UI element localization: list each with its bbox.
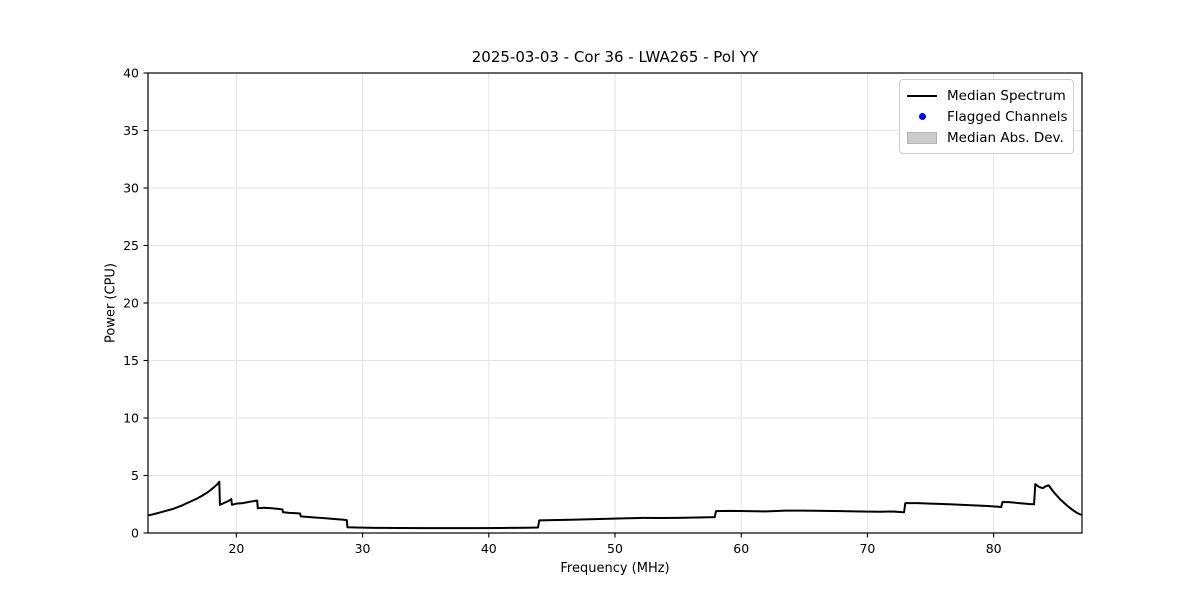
flagged-channels-dot-icon — [907, 113, 937, 120]
y-tick-label: 25 — [123, 238, 139, 253]
legend-item-median-abs-dev: Median Abs. Dev. — [907, 127, 1065, 148]
x-tick-label: 20 — [228, 541, 244, 556]
x-tick-label: 50 — [607, 541, 623, 556]
legend-item-flagged-channels: Flagged Channels — [907, 106, 1068, 127]
legend-label: Median Abs. Dev. — [947, 129, 1064, 146]
legend-label: Median Spectrum — [947, 87, 1066, 104]
y-tick-label: 5 — [131, 468, 139, 483]
y-tick-label: 30 — [123, 181, 139, 196]
legend-item-median-spectrum: Median Spectrum — [907, 85, 1066, 106]
x-tick-label: 70 — [859, 541, 875, 556]
y-tick-label: 0 — [131, 526, 139, 541]
median-spectrum-line-swatch — [907, 94, 937, 97]
y-axis-label: Power (CPU) — [103, 262, 119, 344]
x-tick-label: 80 — [986, 541, 1002, 556]
x-tick-label: 40 — [481, 541, 497, 556]
x-tick-label: 30 — [355, 541, 371, 556]
y-tick-label: 20 — [123, 296, 139, 311]
median-spectrum-line — [148, 480, 1082, 530]
y-tick-label: 10 — [123, 411, 139, 426]
chart-title: 2025-03-03 - Cor 36 - LWA265 - Pol YY — [471, 48, 759, 66]
x-axis-label: Frequency (MHz) — [560, 561, 670, 576]
median-abs-dev-patch-swatch — [907, 131, 937, 144]
legend: Median Spectrum Flagged Channels Median … — [899, 79, 1074, 154]
y-tick-label: 15 — [123, 353, 139, 368]
x-tick-label: 60 — [733, 541, 749, 556]
y-tick-label: 40 — [123, 66, 139, 81]
y-tick-label: 35 — [123, 123, 139, 138]
legend-label: Flagged Channels — [947, 108, 1068, 125]
